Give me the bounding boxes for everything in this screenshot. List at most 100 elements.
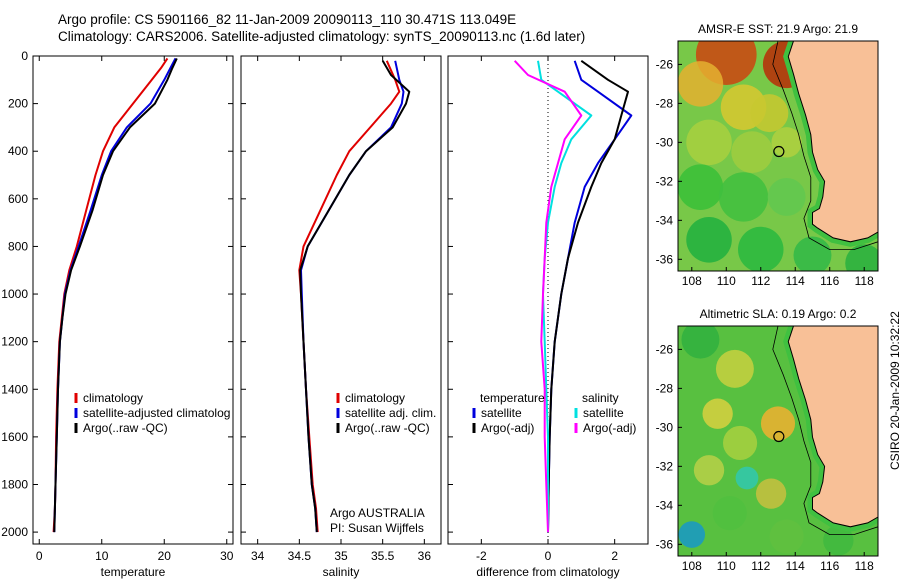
pi-label: PI: Susan Wijffels	[330, 521, 424, 535]
sla_map-ytick-label: -28	[656, 381, 674, 395]
sla_map-ytick-label: -32	[656, 459, 674, 473]
temp-legend-satellite: satellite-adjusted climatolog	[83, 406, 230, 420]
diff-legend-sal-argo: Argo(-adj)	[583, 421, 636, 435]
difference-xtick-label: 2	[611, 549, 618, 563]
sst_map-field-cell	[678, 164, 724, 210]
sla_map-xtick-label: 116	[820, 559, 839, 573]
sla_map-field-cell	[769, 519, 804, 554]
sst_map-field-cell	[718, 172, 769, 222]
sla_map-field-cell	[712, 496, 747, 531]
sal-legend-climatology: climatology	[345, 391, 405, 405]
sla_map-field-cell	[681, 326, 720, 359]
argo-program-label: Argo AUSTRALIA	[330, 506, 425, 520]
sal-legend-satellite: satellite adj. clim.	[345, 406, 436, 420]
sla_map-title: Altimetric SLA: 0.19 Argo: 0.2	[700, 307, 857, 321]
sla_map-isobath	[772, 326, 878, 535]
depth-tick-label: 1800	[1, 477, 28, 491]
sla_map-ytick-label: -34	[656, 498, 674, 512]
sst_map-frame	[677, 40, 879, 272]
depth-tick-label: 2000	[1, 525, 28, 539]
sst_map-map	[678, 41, 878, 271]
sla_map-field-cell	[823, 525, 854, 556]
sst_map-field-cell	[845, 244, 878, 271]
sla_map-ytick-label: -36	[656, 537, 674, 551]
sla_map-land	[788, 326, 878, 527]
difference-series-line	[513, 60, 583, 533]
sla_map-frame	[677, 325, 879, 557]
sst_map-field-cell	[686, 119, 732, 166]
sla_map-coastline	[787, 326, 878, 528]
sla_map-field-cell	[760, 406, 796, 441]
sla_map-field-cell	[755, 478, 787, 509]
sst_map-ytick-label: -34	[656, 213, 674, 227]
difference-xtick-label: -2	[476, 549, 487, 563]
temperature-axes-box	[32, 55, 234, 545]
sst_map-xtick-label: 114	[786, 274, 805, 288]
sst_map-xtick-label: 108	[682, 274, 702, 288]
temp-legend-argo: Argo(..raw -QC)	[83, 421, 168, 435]
diff-legend-temperature-header: temperature	[480, 391, 545, 405]
sla_map-xtick-label: 114	[786, 559, 805, 573]
sst_map-argo-marker	[773, 145, 785, 158]
salinity-xtick-label: 35.5	[371, 549, 395, 563]
sst_map-coastline	[787, 41, 878, 243]
sst_map-land	[788, 41, 878, 242]
sla_map-xtick-label: 112	[751, 559, 770, 573]
salinity-series-line	[299, 60, 411, 533]
salinity-xtick-label: 36	[418, 549, 432, 563]
sst_map-field-cell	[678, 61, 724, 107]
sst_map-field-cell	[750, 94, 789, 133]
sst_map-title: AMSR-E SST: 21.9 Argo: 21.9	[698, 22, 858, 36]
diff-legend-sal-satellite: satellite	[583, 406, 624, 420]
figure-title-line1: Argo profile: CS 5901166_82 11-Jan-2009 …	[58, 12, 517, 27]
sla_map-xtick-label: 118	[855, 559, 874, 573]
diff-legend-temp-argo: Argo(-adj)	[481, 421, 534, 435]
sst_map-ytick-label: -28	[656, 96, 674, 110]
figure-title-line2: Climatology: CARS2006. Satellite-adjuste…	[58, 29, 586, 44]
sst_map-xtick-label: 118	[855, 274, 874, 288]
sst_map-ytick-label: -26	[656, 57, 674, 71]
sst_map-ytick-label: -32	[656, 174, 674, 188]
sst_map-xtick-label: 112	[751, 274, 770, 288]
depth-tick-label: 1600	[1, 430, 28, 444]
diff-legend-temp-satellite: satellite	[481, 406, 522, 420]
depth-tick-label: 200	[8, 97, 28, 111]
temperature-xtick-label: 10	[95, 549, 109, 563]
sst_map-field-cell	[793, 236, 832, 271]
sla_map-field-cell	[702, 398, 733, 429]
sla_map-ytick-label: -30	[656, 420, 674, 434]
sla_map-field-cell	[693, 455, 725, 486]
depth-tick-label: 1400	[1, 382, 28, 396]
temp-legend-climatology: climatology	[83, 391, 143, 405]
temperature-series-line	[53, 57, 178, 533]
depth-tick-label: 600	[8, 192, 28, 206]
depth-tick-label: 1200	[1, 335, 28, 349]
sst_map-isobath	[772, 41, 878, 250]
sla_map-field-cell	[723, 425, 758, 461]
depth-tick-label: 800	[8, 239, 28, 253]
depth-tick-label: 400	[8, 144, 28, 158]
difference-series-line	[547, 59, 629, 533]
temperature-xtick-label: 0	[36, 549, 43, 563]
sla_map-field-cell	[678, 521, 706, 548]
temperature-xtick-label: 20	[158, 549, 172, 563]
sst_map-ytick-label: -36	[656, 252, 674, 266]
sla_map-xtick-label: 108	[682, 559, 702, 573]
difference-panel: -2 0 2 difference from climatology	[447, 55, 649, 579]
difference-xtick-label: 0	[545, 549, 552, 563]
salinity-xtick-label: 34	[251, 549, 265, 563]
sal-legend-argo: Argo(..raw -QC)	[345, 421, 430, 435]
diff-legend-salinity-header: salinity	[582, 391, 619, 405]
depth-tick-label: 0	[21, 49, 28, 63]
salinity-xtick-label: 34.5	[288, 549, 312, 563]
salinity-xlabel: salinity	[323, 565, 360, 579]
sst_map-xtick-label: 116	[820, 274, 839, 288]
sla_map-ytick-label: -26	[656, 342, 674, 356]
sst_map-xtick-label: 110	[717, 274, 736, 288]
sla_map-argo-marker	[773, 430, 785, 443]
sst_map-field-cell	[767, 177, 806, 216]
temperature-xlabel: temperature	[101, 565, 166, 579]
sla_map-field-cell	[715, 349, 754, 388]
